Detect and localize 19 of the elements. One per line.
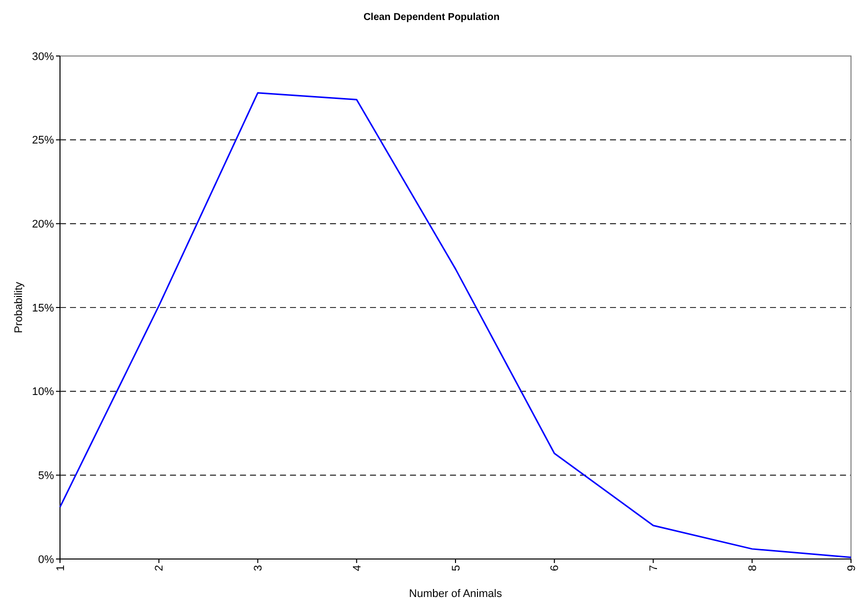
y-axis-title: Probability bbox=[13, 281, 25, 334]
y-tick-label: 30% bbox=[32, 50, 54, 63]
y-tick-label: 25% bbox=[32, 134, 54, 147]
x-tick-label: 8 bbox=[746, 565, 759, 572]
x-axis-title: Number of Animals bbox=[409, 588, 502, 600]
x-tick-label: 9 bbox=[846, 565, 858, 572]
x-tick-label: 1 bbox=[54, 565, 67, 572]
y-tick-label: 20% bbox=[32, 218, 54, 231]
x-tick-label: 3 bbox=[252, 565, 265, 572]
x-tick-label: 7 bbox=[648, 565, 660, 572]
y-tick-label: 15% bbox=[32, 302, 54, 314]
x-tick-label: 4 bbox=[351, 565, 364, 572]
chart-title: Clean Dependent Population bbox=[363, 12, 500, 23]
x-tick-label: 5 bbox=[450, 565, 462, 572]
x-tick-label: 6 bbox=[549, 565, 562, 572]
x-tick-label: 2 bbox=[154, 565, 166, 572]
y-tick-label: 0% bbox=[38, 554, 54, 566]
y-tick-label: 10% bbox=[32, 386, 54, 398]
y-tick-label: 5% bbox=[38, 470, 54, 482]
